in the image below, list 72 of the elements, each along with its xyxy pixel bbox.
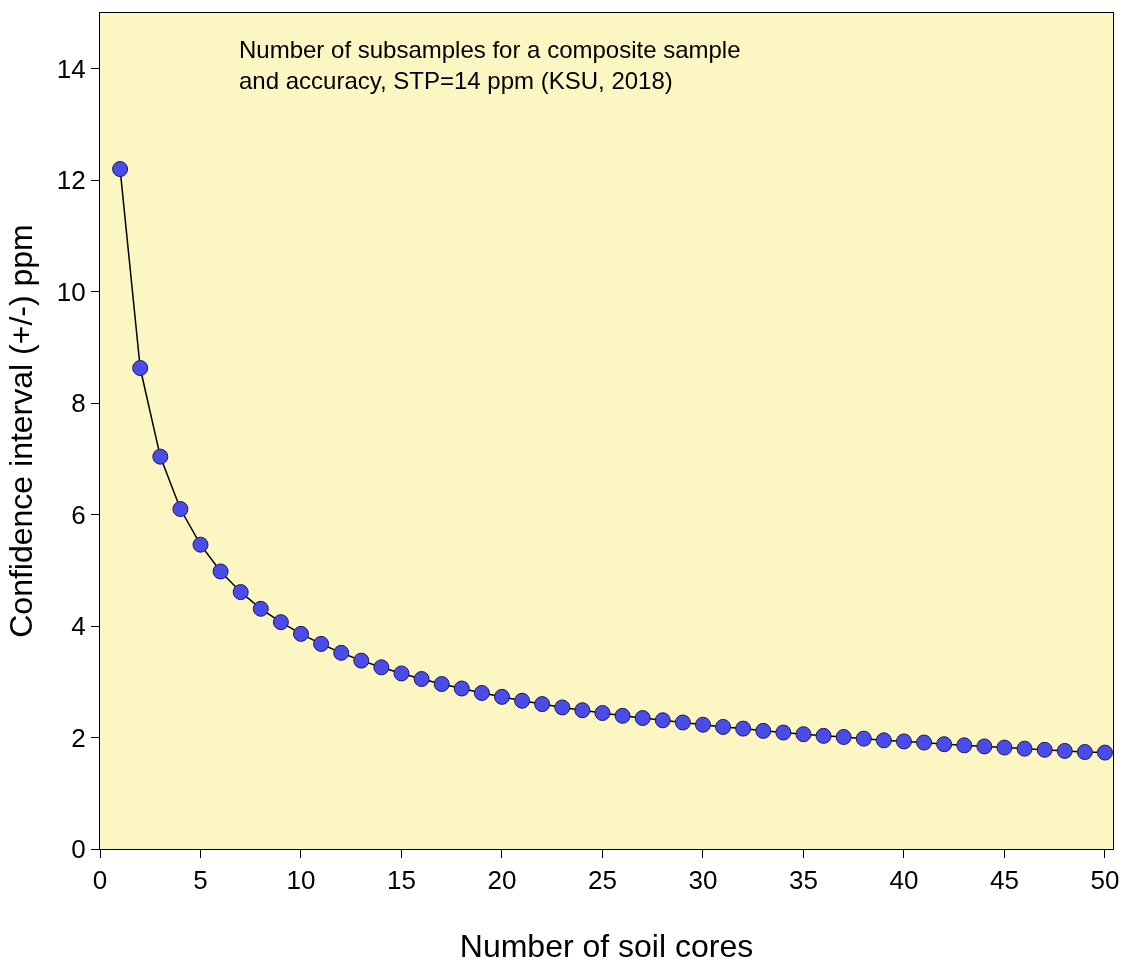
point [936, 736, 953, 753]
x-tick-label: 45 [990, 865, 1019, 896]
point [835, 728, 852, 745]
x-axis-title: Number of soil cores [459, 928, 754, 965]
point [132, 360, 149, 377]
point [1016, 740, 1033, 757]
point [956, 737, 973, 754]
y-axis-title: Confidence interval (+/-) ppm [3, 224, 40, 638]
point [614, 707, 631, 724]
x-tick-label: 20 [487, 865, 517, 896]
x-tick-label: 40 [889, 865, 919, 896]
point [212, 563, 229, 580]
point [1076, 744, 1093, 761]
y-tick-label: 8 [71, 388, 86, 419]
point [1096, 744, 1113, 761]
point [1036, 741, 1053, 758]
point [453, 680, 470, 697]
point [152, 448, 169, 465]
point [493, 688, 510, 705]
x-tick-label: 0 [92, 865, 108, 896]
point [433, 676, 450, 693]
point [554, 699, 571, 716]
x-tick-label: 50 [1090, 865, 1120, 896]
y-tick-label: 2 [71, 722, 86, 753]
point [694, 716, 711, 733]
y-tick-label: 4 [71, 611, 86, 642]
point [996, 739, 1013, 756]
y-tick-label: 10 [56, 276, 86, 307]
x-tick-label: 30 [688, 865, 718, 896]
x-tick-label: 10 [286, 865, 316, 896]
point [353, 652, 370, 669]
point [514, 692, 531, 709]
y-tick-label: 14 [56, 53, 86, 84]
y-tick-label: 12 [56, 165, 86, 196]
point [594, 705, 611, 721]
point [393, 665, 410, 682]
x-tick-label: 5 [193, 865, 208, 896]
y-tick-label: 0 [71, 834, 86, 865]
x-tick-label: 35 [789, 865, 818, 896]
point [815, 727, 832, 744]
point [534, 696, 551, 713]
point [232, 584, 249, 601]
point [875, 732, 892, 749]
point [473, 684, 490, 701]
point [192, 536, 209, 553]
point [916, 734, 933, 751]
point [172, 501, 189, 518]
point [735, 720, 752, 737]
point [313, 635, 330, 652]
x-tick-label: 25 [588, 865, 617, 896]
y-tick-label: 6 [71, 499, 86, 530]
point [112, 161, 129, 178]
point [755, 722, 772, 739]
point [634, 710, 651, 727]
point [252, 600, 269, 617]
point [795, 726, 812, 743]
x-tick-label: 15 [387, 865, 416, 896]
point [574, 702, 591, 719]
point [272, 614, 289, 631]
annotation: Number of subsamples for a composite sample and accuracy, STP=14 ppm (KSU, 2018) [239, 36, 741, 95]
point [674, 714, 691, 731]
point [895, 733, 912, 750]
point [976, 738, 993, 755]
point [1056, 742, 1073, 759]
point [293, 625, 309, 642]
point [775, 724, 792, 741]
point [413, 671, 430, 687]
point [373, 659, 390, 676]
point [333, 644, 350, 661]
point [855, 730, 872, 747]
point [715, 718, 732, 735]
point [654, 712, 671, 729]
